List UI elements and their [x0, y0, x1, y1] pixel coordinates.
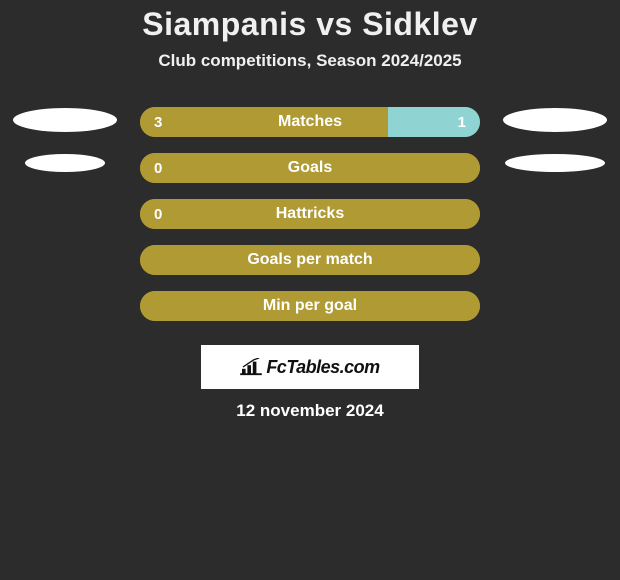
stat-bar: 31Matches: [140, 107, 480, 137]
bar-fill-left: [140, 245, 480, 275]
bar-fill-left: [140, 107, 388, 137]
comparison-infographic: Siampanis vs Sidklev Club competitions, …: [0, 0, 620, 421]
stat-row: Goals per match: [0, 245, 620, 275]
bar-value-right: 1: [458, 107, 466, 137]
page-title: Siampanis vs Sidklev: [0, 6, 620, 43]
stat-row: 0Goals: [0, 153, 620, 183]
avatar-slot-left: [10, 292, 120, 320]
player-avatar-right: [505, 154, 605, 172]
bar-value-left: 3: [154, 107, 162, 137]
avatar-slot-right: [500, 154, 610, 182]
page-subtitle: Club competitions, Season 2024/2025: [0, 51, 620, 71]
bar-fill-right: [388, 107, 480, 137]
avatar-slot-left: [10, 246, 120, 274]
avatar-slot-right: [500, 292, 610, 320]
avatar-slot-right: [500, 108, 610, 136]
bars-container: 31Matches0Goals0HattricksGoals per match…: [0, 107, 620, 321]
logo-badge: FcTables.com: [201, 345, 419, 389]
chart-icon: [240, 358, 262, 376]
bar-value-left: 0: [154, 153, 162, 183]
avatar-slot-left: [10, 108, 120, 136]
bar-fill-left: [140, 199, 480, 229]
stat-bar: Min per goal: [140, 291, 480, 321]
player-avatar-left: [13, 108, 117, 132]
player-avatar-right: [503, 108, 607, 132]
stat-bar: Goals per match: [140, 245, 480, 275]
avatar-slot-left: [10, 154, 120, 182]
avatar-slot-left: [10, 200, 120, 228]
stat-row: 0Hattricks: [0, 199, 620, 229]
stat-bar: 0Goals: [140, 153, 480, 183]
stat-row: 31Matches: [0, 107, 620, 137]
stat-bar: 0Hattricks: [140, 199, 480, 229]
avatar-slot-right: [500, 200, 610, 228]
avatar-slot-right: [500, 246, 610, 274]
bar-fill-left: [140, 153, 480, 183]
bar-fill-left: [140, 291, 480, 321]
bar-value-left: 0: [154, 199, 162, 229]
date-label: 12 november 2024: [0, 401, 620, 421]
player-avatar-left: [25, 154, 105, 172]
logo-text: FcTables.com: [266, 357, 379, 378]
stat-row: Min per goal: [0, 291, 620, 321]
